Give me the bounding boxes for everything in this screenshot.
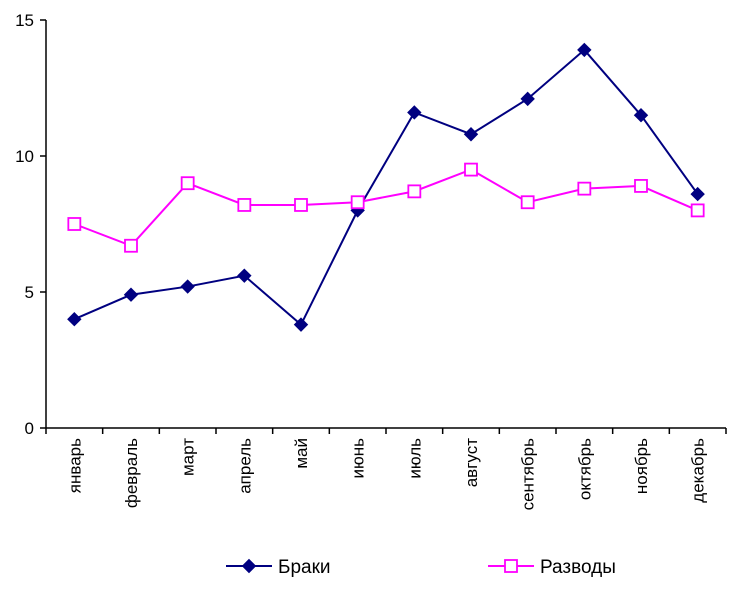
- data-point: [67, 217, 82, 231]
- series-line: [73, 48, 699, 327]
- x-tick-label: февраль: [122, 438, 141, 508]
- legend: Браки Разводы: [226, 557, 616, 578]
- y-tick-label: 10: [15, 147, 34, 166]
- data-point: [294, 198, 308, 212]
- data-point: [520, 91, 535, 107]
- data-point: [124, 238, 138, 253]
- axes: [45, 20, 726, 429]
- legend-label: Браки: [278, 557, 331, 578]
- legend-item: Разводы: [488, 557, 616, 578]
- data-point: [577, 181, 592, 196]
- series-marriages: [67, 42, 705, 332]
- x-tick-label: май: [292, 438, 311, 469]
- data-point: [237, 198, 252, 212]
- data-point: [520, 195, 535, 210]
- data-point: [407, 184, 422, 199]
- data-point: [690, 203, 705, 218]
- data-point: [123, 287, 139, 302]
- x-tick-label: июль: [405, 438, 424, 479]
- series-line: [73, 168, 699, 247]
- data-point: [67, 311, 82, 327]
- x-tick-label: декабрь: [689, 438, 708, 503]
- data-point: [180, 176, 195, 191]
- data-point: [293, 317, 309, 332]
- data-point: [634, 179, 648, 193]
- data-point: [350, 195, 365, 210]
- series-layer: [67, 42, 705, 332]
- data-point: [180, 279, 195, 294]
- data-point: [407, 105, 422, 120]
- x-tick-label: сентябрь: [519, 438, 538, 511]
- data-point: [237, 268, 252, 283]
- legend-marker: [504, 559, 518, 573]
- data-point: [633, 107, 649, 123]
- y-tick-label: 5: [25, 283, 34, 302]
- x-tick-label: август: [462, 438, 481, 487]
- data-point: [463, 127, 479, 142]
- y-tick-label: 0: [25, 419, 34, 438]
- data-point: [464, 162, 478, 177]
- x-tick-label: март: [179, 438, 198, 476]
- x-tick-label: апрель: [235, 438, 254, 494]
- x-tick-label: октябрь: [575, 438, 594, 500]
- legend-item: Браки: [226, 557, 331, 578]
- data-point: [577, 42, 592, 58]
- series-divorces: [67, 162, 705, 253]
- x-tick-label: ноябрь: [632, 438, 651, 494]
- x-tick-label: июнь: [349, 438, 368, 479]
- x-axis-ticks: январь февраль март апрель май июнь июль август…: [45, 428, 727, 511]
- legend-marker: [241, 558, 257, 574]
- y-axis-ticks: 0 5 10 15: [15, 11, 46, 438]
- y-tick-label: 15: [15, 11, 34, 30]
- data-point: [690, 186, 705, 202]
- legend-label: Разводы: [540, 557, 616, 578]
- x-tick-label: январь: [65, 438, 84, 493]
